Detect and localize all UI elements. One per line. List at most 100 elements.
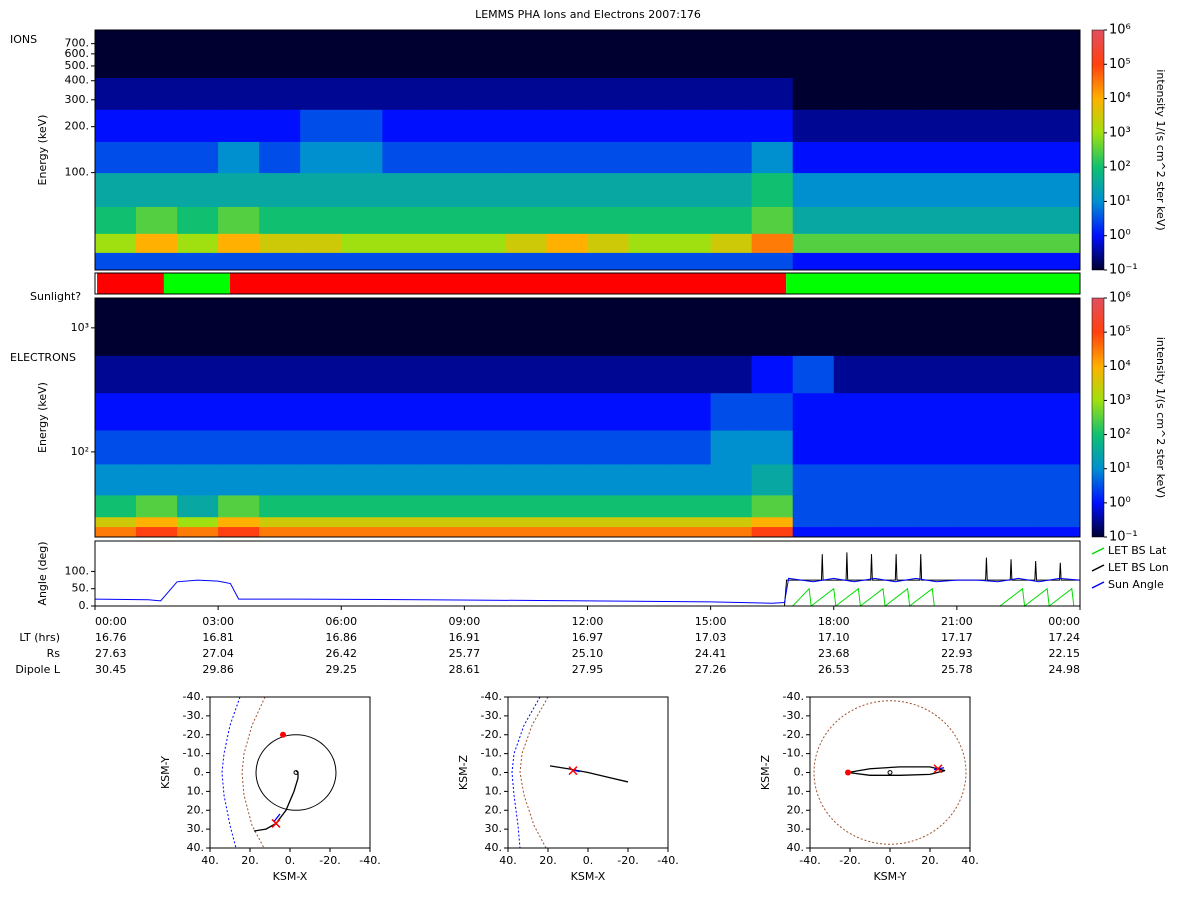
x-tick-label: -20.: [839, 854, 860, 867]
x-tick-label: -20.: [617, 854, 638, 867]
heatmap-cell: [710, 494, 753, 518]
heatmap-cell: [669, 355, 712, 394]
heatmap-cell: [874, 141, 917, 174]
heatmap-cell: [341, 172, 383, 207]
ephemeris-value: 29.86: [202, 663, 234, 676]
heatmap-cell: [382, 430, 424, 465]
y-tick-label: 400.: [65, 74, 90, 87]
ephemeris-value: 24.98: [1049, 663, 1081, 676]
y-tick-label: 200.: [65, 120, 90, 133]
legend-swatch: [1091, 547, 1105, 555]
heatmap-cell: [505, 109, 547, 142]
heatmap-cell: [833, 109, 876, 142]
heatmap-cell: [218, 463, 260, 496]
heatmap-cell: [382, 141, 424, 174]
heatmap-cell: [505, 30, 547, 78]
heatmap-cell: [382, 109, 424, 142]
heatmap-cell: [669, 252, 712, 271]
heatmap-cell: [956, 516, 999, 528]
heatmap-cell: [505, 206, 547, 234]
heatmap-cell: [628, 206, 671, 234]
heatmap-cell: [587, 109, 630, 142]
heatmap-cell: [136, 463, 178, 496]
heatmap-cell: [751, 526, 794, 538]
heatmap-cell: [546, 430, 588, 465]
heatmap-cell: [915, 298, 958, 356]
colorbar-label: intensity 1/(s cm^2 ster keV): [1154, 337, 1167, 498]
heatmap-cell: [956, 252, 999, 271]
legend-swatch: [1091, 564, 1105, 572]
ephemeris-value: 30.45: [95, 663, 127, 676]
heatmap-cell: [423, 172, 465, 207]
x-tick-label: 12:00: [572, 615, 604, 628]
sunlight-segment: [786, 273, 1080, 294]
heatmap-cell: [423, 392, 465, 431]
x-tick-label: 18:00: [818, 615, 850, 628]
heatmap-cell: [259, 252, 301, 271]
heatmap-cell: [300, 392, 342, 431]
heatmap-cell: [874, 430, 917, 465]
heatmap-cell: [95, 233, 137, 253]
heatmap-cell: [259, 494, 301, 518]
heatmap-cell: [464, 206, 506, 234]
heatmap-cell: [792, 463, 835, 496]
heatmap-cell: [1038, 392, 1081, 431]
ephemeris-value: 16.76: [95, 631, 127, 644]
x-tick-label: 0.: [285, 854, 296, 867]
heatmap-cell: [915, 463, 958, 496]
heatmap-cell: [95, 141, 137, 174]
heatmap-cell: [710, 30, 753, 78]
y-tick-label: -40.: [183, 690, 204, 703]
ephemeris-value: 26.53: [818, 663, 850, 676]
heatmap-cell: [546, 516, 588, 528]
heatmap-cell: [423, 430, 465, 465]
legend-label: Sun Angle: [1108, 578, 1164, 591]
heatmap-cell: [874, 463, 917, 496]
heatmap-cell: [136, 30, 178, 78]
heatmap-cell: [423, 463, 465, 496]
heatmap-cell: [382, 355, 424, 394]
heatmap-cell: [382, 494, 424, 518]
heatmap-cell: [669, 463, 712, 496]
heatmap-cell: [259, 355, 301, 394]
heatmap-cell: [136, 494, 178, 518]
heatmap-cell: [341, 516, 383, 528]
x-tick-label: 09:00: [449, 615, 481, 628]
heatmap-cell: [341, 109, 383, 142]
heatmap-cell: [95, 298, 137, 356]
heatmap-cell: [423, 494, 465, 518]
heatmap-cell: [587, 392, 630, 431]
heatmap-cell: [300, 206, 342, 234]
y-tick-label: 10.: [485, 784, 503, 797]
orbit-circle: [293, 770, 299, 775]
heatmap-cell: [710, 233, 753, 253]
ephemeris-value: 17.03: [695, 631, 727, 644]
x-tick-label: -40.: [657, 854, 678, 867]
heatmap-cell: [710, 109, 753, 142]
heatmap-cell: [751, 109, 794, 142]
heatmap-cell: [751, 430, 794, 465]
heatmap-cell: [710, 298, 753, 356]
heatmap-cell: [464, 430, 506, 465]
heatmap-cell: [628, 30, 671, 78]
heatmap-cell: [956, 30, 999, 78]
heatmap-cell: [997, 252, 1040, 271]
colorbar-tick-label: 10²: [1109, 160, 1131, 175]
heatmap-cell: [997, 233, 1040, 253]
heatmap-cell: [833, 77, 876, 110]
heatmap-cell: [177, 355, 219, 394]
heatmap-cell: [669, 77, 712, 110]
heatmap-cell: [997, 494, 1040, 518]
heatmap-cell: [423, 516, 465, 528]
x-tick-label: 0.: [583, 854, 594, 867]
ephemeris-value: 27.04: [202, 647, 234, 660]
heatmap-cell: [628, 392, 671, 431]
heatmap-cell: [546, 141, 588, 174]
ephemeris-value: 16.81: [202, 631, 234, 644]
heatmap-cell: [997, 392, 1040, 431]
heatmap-cell: [136, 526, 178, 538]
heatmap-cell: [423, 355, 465, 394]
heatmap-cell: [259, 109, 301, 142]
heatmap-cell: [874, 298, 917, 356]
heatmap-cell: [751, 30, 794, 78]
